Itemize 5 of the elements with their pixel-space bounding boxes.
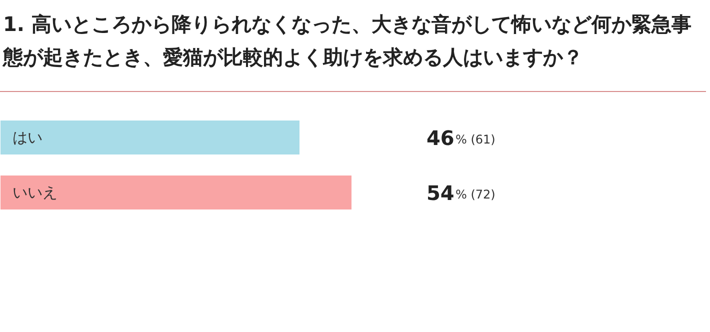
chart-title: 1. 高いところから降りられなくなった、大きな音がして怖いなど何か緊急事態が起きたとき、愛猫が比較的よく助けを求める人はいますか？ bbox=[3, 11, 692, 71]
data-label: 46% (61) bbox=[426, 126, 496, 150]
y-tick-label: いいえ bbox=[12, 184, 58, 202]
y-tick-label: はい bbox=[12, 128, 42, 146]
data-label: 54% (72) bbox=[426, 181, 496, 205]
